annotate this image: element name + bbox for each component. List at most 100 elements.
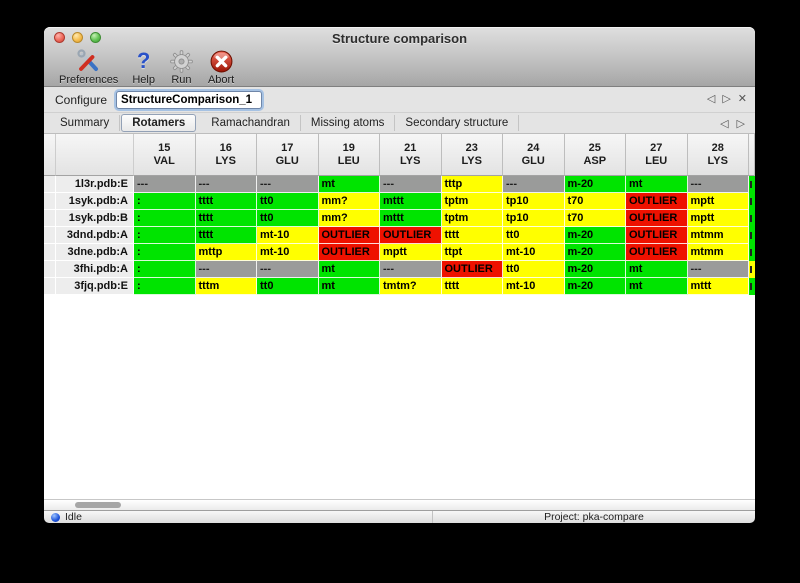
table-cell[interactable]: tttt: [195, 210, 257, 227]
table-cell[interactable]: tttp: [441, 176, 503, 193]
table-cell[interactable]: mptt: [687, 210, 749, 227]
prev-configuration-arrow[interactable]: ◁: [706, 93, 716, 105]
table-cell[interactable]: :: [134, 227, 196, 244]
table-cell[interactable]: mt: [626, 278, 688, 295]
tabs-scroll-left-arrow[interactable]: ◁: [720, 117, 729, 130]
tabs-scroll-right-arrow[interactable]: ▷: [736, 117, 745, 130]
toolbar-button-preferences[interactable]: Preferences: [52, 48, 125, 86]
table-cell[interactable]: ---: [195, 261, 257, 278]
table-cell[interactable]: tp10: [503, 210, 565, 227]
table-cell[interactable]: mm?: [318, 193, 380, 210]
toolbar-button-help[interactable]: ? Help: [125, 48, 162, 87]
table-cell[interactable]: :: [134, 261, 196, 278]
table-cell[interactable]: t70: [564, 193, 626, 210]
table-cell[interactable]: mt-10: [257, 227, 319, 244]
table-cell[interactable]: tt0: [257, 278, 319, 295]
scrollbar-thumb[interactable]: [75, 502, 121, 508]
table-cell[interactable]: t70: [564, 210, 626, 227]
column-header-15[interactable]: 15 VAL: [134, 134, 196, 176]
table-cell[interactable]: mt: [318, 278, 380, 295]
table-cell[interactable]: mt: [626, 176, 688, 193]
table-cell[interactable]: m-20: [564, 278, 626, 295]
table-cell[interactable]: mtmm: [687, 227, 749, 244]
table-cell[interactable]: OUTLIER: [626, 244, 688, 261]
toolbar-button-run[interactable]: Run: [162, 48, 201, 86]
table-cell[interactable]: m-20: [564, 261, 626, 278]
table-cell[interactable]: ---: [687, 176, 749, 193]
table-cell[interactable]: mtmm: [687, 244, 749, 261]
column-header-17[interactable]: 17 GLU: [257, 134, 319, 176]
row-label-3fhi.pdb:A[interactable]: 3fhi.pdb:A: [56, 261, 134, 278]
table-cell[interactable]: tp10: [503, 193, 565, 210]
column-header-16[interactable]: 16 LYS: [195, 134, 257, 176]
table-cell[interactable]: tttt: [441, 227, 503, 244]
table-cell[interactable]: mt: [318, 261, 380, 278]
table-cell[interactable]: tt0: [503, 261, 565, 278]
table-cell[interactable]: OUTLIER: [318, 227, 380, 244]
table-cell[interactable]: tptm: [441, 210, 503, 227]
table-cell[interactable]: OUTLIER: [626, 193, 688, 210]
column-header-19[interactable]: 19 LEU: [318, 134, 380, 176]
table-cell[interactable]: tmtm?: [380, 278, 442, 295]
titlebar[interactable]: Structure comparison: [44, 27, 755, 46]
table-cell[interactable]: tttt: [195, 227, 257, 244]
tab-summary[interactable]: Summary: [50, 115, 121, 131]
table-cell[interactable]: ---: [380, 176, 442, 193]
table-cell[interactable]: tttt: [195, 193, 257, 210]
table-cell[interactable]: mttt: [380, 210, 442, 227]
table-cell[interactable]: OUTLIER: [441, 261, 503, 278]
table-cell[interactable]: mttt: [687, 278, 749, 295]
table-cell[interactable]: :: [134, 210, 196, 227]
table-cell[interactable]: ---: [687, 261, 749, 278]
toolbar-button-abort[interactable]: Abort: [201, 48, 241, 86]
close-configuration-icon[interactable]: ✕: [737, 93, 747, 105]
row-label-3dnd.pdb:A[interactable]: 3dnd.pdb:A: [56, 227, 134, 244]
table-cell[interactable]: OUTLIER: [380, 227, 442, 244]
table-cell[interactable]: tptm: [441, 193, 503, 210]
minimize-window-button[interactable]: [72, 32, 83, 43]
column-header-24[interactable]: 24 GLU: [503, 134, 565, 176]
next-configuration-arrow[interactable]: ▷: [722, 93, 731, 105]
table-cell[interactable]: ---: [195, 176, 257, 193]
table-cell[interactable]: m-20: [564, 176, 626, 193]
configure-name-input[interactable]: [116, 90, 263, 109]
row-label-1syk.pdb:B[interactable]: 1syk.pdb:B: [56, 210, 134, 227]
table-cell[interactable]: mttp: [195, 244, 257, 261]
row-label-1l3r.pdb:E[interactable]: 1l3r.pdb:E: [56, 176, 134, 193]
table-cell[interactable]: m-20: [564, 244, 626, 261]
table-cell[interactable]: mt: [626, 261, 688, 278]
column-header-21[interactable]: 21 LYS: [380, 134, 442, 176]
table-cell[interactable]: mptt: [380, 244, 442, 261]
table-cell[interactable]: OUTLIER: [626, 227, 688, 244]
table-cell[interactable]: ttpt: [441, 244, 503, 261]
table-cell[interactable]: ---: [257, 261, 319, 278]
table-cell[interactable]: tt0: [503, 227, 565, 244]
table-cell[interactable]: :: [134, 193, 196, 210]
column-header-25[interactable]: 25 ASP: [564, 134, 626, 176]
tab-missing-atoms[interactable]: Missing atoms: [301, 115, 396, 131]
table-cell[interactable]: ---: [503, 176, 565, 193]
table-cell[interactable]: mm?: [318, 210, 380, 227]
table-cell[interactable]: ---: [257, 176, 319, 193]
tab-secondary-structure[interactable]: Secondary structure: [395, 115, 520, 131]
close-window-button[interactable]: [54, 32, 65, 43]
table-cell[interactable]: OUTLIER: [318, 244, 380, 261]
zoom-window-button[interactable]: [90, 32, 101, 43]
column-header-23[interactable]: 23 LYS: [441, 134, 503, 176]
tab-ramachandran[interactable]: Ramachandran: [201, 115, 301, 131]
table-cell[interactable]: mt-10: [503, 278, 565, 295]
tab-rotamers[interactable]: Rotamers: [121, 114, 197, 132]
table-cell[interactable]: mt-10: [257, 244, 319, 261]
row-label-1syk.pdb:A[interactable]: 1syk.pdb:A: [56, 193, 134, 210]
table-cell[interactable]: mt: [318, 176, 380, 193]
table-cell[interactable]: mttt: [380, 193, 442, 210]
table-cell[interactable]: :: [134, 244, 196, 261]
table-cell[interactable]: mptt: [687, 193, 749, 210]
row-label-3dne.pdb:A[interactable]: 3dne.pdb:A: [56, 244, 134, 261]
table-cell[interactable]: ---: [380, 261, 442, 278]
column-header-28[interactable]: 28 LYS: [687, 134, 749, 176]
column-header-27[interactable]: 27 LEU: [626, 134, 688, 176]
row-label-3fjq.pdb:E[interactable]: 3fjq.pdb:E: [56, 278, 134, 295]
table-cell[interactable]: mt-10: [503, 244, 565, 261]
table-cell[interactable]: tttm: [195, 278, 257, 295]
